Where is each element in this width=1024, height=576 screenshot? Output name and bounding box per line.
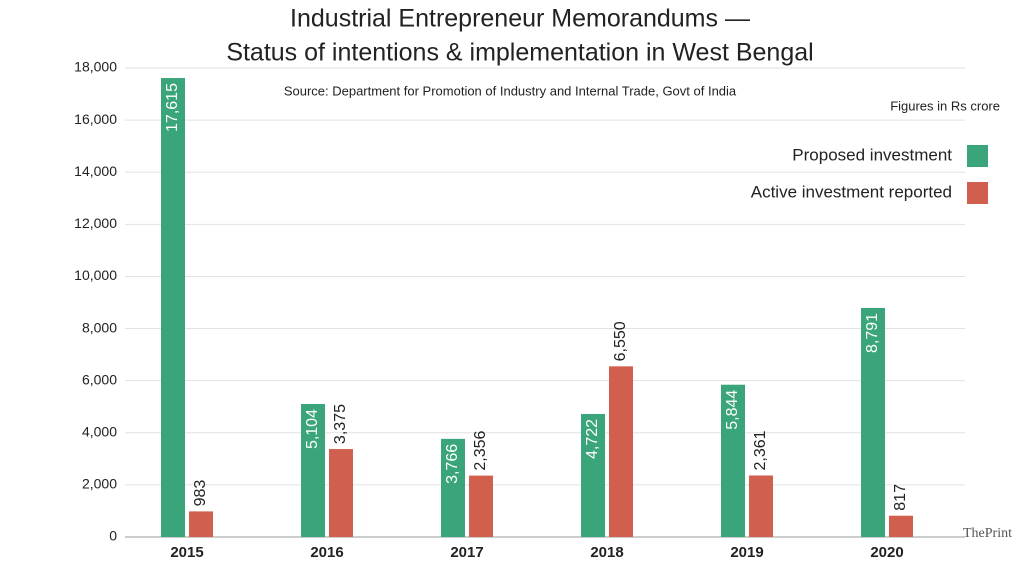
bar xyxy=(469,475,493,537)
units-note: Figures in Rs crore xyxy=(890,98,1000,113)
x-tick-label: 2020 xyxy=(870,544,903,561)
y-tick-label: 4,000 xyxy=(82,423,117,439)
bar xyxy=(861,307,885,537)
legend-swatch xyxy=(967,182,988,204)
bar xyxy=(609,366,633,537)
x-tick-label: 2016 xyxy=(310,544,343,561)
bar xyxy=(189,511,213,537)
legend-swatch xyxy=(967,145,988,167)
bar xyxy=(889,515,913,537)
value-label: 6,550 xyxy=(612,321,629,361)
credit: ThePrint xyxy=(963,526,1012,541)
value-label: 2,361 xyxy=(752,430,769,470)
y-tick-label: 6,000 xyxy=(82,371,117,387)
x-tick-label: 2019 xyxy=(730,544,763,561)
y-tick-label: 18,000 xyxy=(74,59,117,75)
bar xyxy=(581,413,605,537)
bar xyxy=(329,449,353,537)
value-label: 2,356 xyxy=(472,430,489,470)
bar xyxy=(161,78,185,538)
chart-title: Status of intentions & implementation in… xyxy=(226,39,813,67)
y-tick-label: 12,000 xyxy=(74,215,117,231)
bar xyxy=(301,404,325,537)
value-label: 3,375 xyxy=(332,404,349,444)
legend-label: Active investment reported xyxy=(751,182,952,201)
value-label: 8,791 xyxy=(864,313,881,353)
x-tick-label: 2018 xyxy=(590,544,623,561)
y-tick-label: 2,000 xyxy=(82,476,117,492)
y-tick-label: 0 xyxy=(109,528,117,544)
value-label: 3,766 xyxy=(444,444,461,484)
value-label: 17,615 xyxy=(164,83,181,132)
legend: Proposed investment Active investment rep… xyxy=(751,145,988,204)
y-tick-label: 8,000 xyxy=(82,319,117,335)
value-label: 817 xyxy=(892,484,909,511)
bar xyxy=(721,384,745,537)
bar xyxy=(749,475,773,537)
value-label: 5,104 xyxy=(304,409,321,449)
value-label: 4,722 xyxy=(584,419,601,459)
bar xyxy=(441,438,465,537)
y-tick-label: 10,000 xyxy=(74,267,117,283)
value-label: 5,844 xyxy=(724,390,741,430)
y-tick-label: 14,000 xyxy=(74,163,117,179)
y-tick-label: 16,000 xyxy=(74,111,117,127)
value-label: 983 xyxy=(192,480,209,507)
x-tick-label: 2017 xyxy=(450,544,483,561)
chart-title: Industrial Entrepreneur Memorandums — xyxy=(290,5,750,33)
x-tick-label: 2015 xyxy=(170,544,203,561)
source: Source: Department for Promotion of Indu… xyxy=(284,83,737,98)
legend-label: Proposed investment xyxy=(792,145,952,164)
